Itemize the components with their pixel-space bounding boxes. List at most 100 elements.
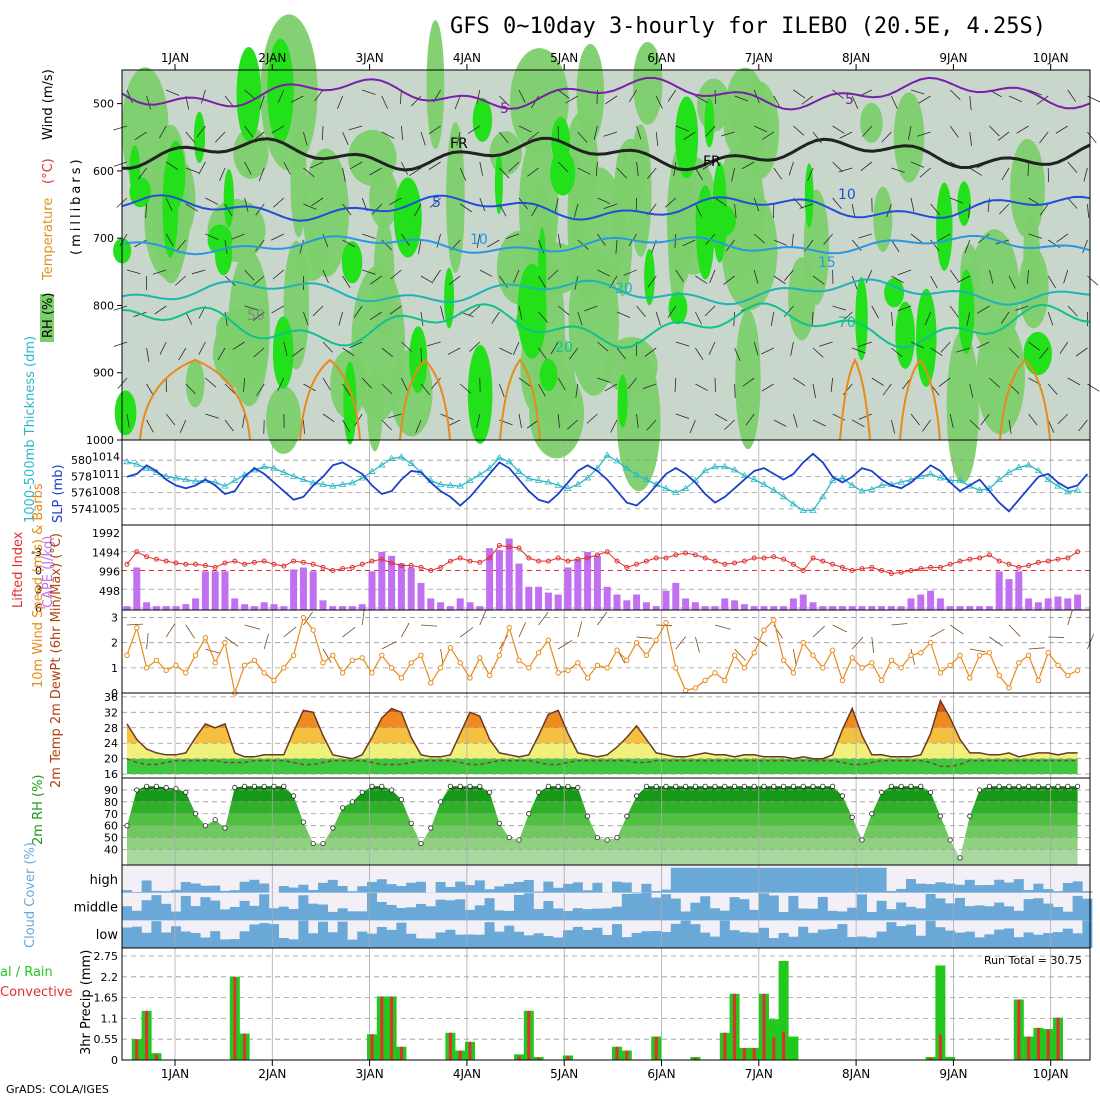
li-point — [643, 558, 649, 564]
wind-barb — [518, 377, 531, 387]
rh-shade-high — [166, 140, 186, 209]
rh-point — [232, 784, 238, 791]
wind-speed-point — [261, 670, 267, 676]
cloud-bar — [915, 908, 926, 921]
wind-barb — [714, 413, 728, 422]
temp-band — [127, 712, 1078, 728]
contour-label: 70 — [838, 315, 856, 331]
cloud-bar — [259, 923, 270, 948]
cape-bar — [613, 594, 621, 610]
thickness-point — [750, 475, 758, 483]
cloud-bar — [974, 937, 985, 948]
wind-barb — [499, 167, 510, 179]
li-tick: -3 — [31, 546, 42, 559]
wind-barb — [146, 419, 154, 433]
rh-point — [888, 783, 895, 789]
cape-bar — [525, 586, 533, 610]
thickness-point — [289, 472, 298, 479]
wind-barb — [255, 239, 265, 252]
wind-speed-point — [976, 652, 983, 658]
rh-point — [771, 783, 777, 789]
wind-barb — [603, 203, 618, 209]
wind-barb — [832, 413, 846, 421]
wind-barb — [616, 311, 631, 318]
rh-tick: 70 — [104, 808, 118, 821]
rh-shade — [632, 41, 663, 125]
cloud-bar — [817, 896, 828, 921]
wind-barb — [299, 239, 304, 254]
cloud-bar — [1053, 891, 1063, 893]
wind-barb — [499, 347, 513, 355]
cape-bar — [721, 598, 729, 610]
wind-barb — [518, 125, 532, 133]
cloud-bar — [896, 902, 907, 921]
cloud-bar — [465, 934, 475, 948]
cloud-bar — [680, 920, 691, 948]
rh-point — [134, 787, 140, 793]
wind-barb — [891, 275, 904, 284]
wind-barb — [146, 347, 150, 362]
surface-barb — [146, 633, 149, 650]
wind-barb — [667, 89, 677, 102]
thickness-point — [975, 486, 984, 493]
cloud-bar — [680, 911, 691, 921]
wind-barb — [937, 233, 951, 242]
wind-barb — [468, 305, 481, 316]
li-point — [692, 552, 698, 558]
cape-bar — [535, 586, 543, 610]
wind-barb — [381, 383, 393, 395]
wind-barb — [832, 125, 845, 134]
wind-barb — [258, 167, 265, 182]
cloud-bar — [906, 879, 916, 893]
cloud-bar — [396, 907, 407, 921]
wind-barb — [113, 161, 128, 167]
thickness-point — [760, 480, 768, 487]
wind-barb — [232, 341, 245, 350]
bottom-date-label: 4JAN — [453, 1067, 481, 1081]
cloud-bar — [749, 909, 760, 921]
rh-point — [163, 784, 169, 791]
wind-barb — [152, 269, 167, 275]
y-tick-label-800: 800 — [93, 299, 114, 312]
rh-point — [1026, 783, 1032, 789]
cloud-bar — [700, 932, 711, 948]
rh-point — [290, 793, 297, 799]
wind-barb — [361, 377, 372, 389]
cloud-bar — [641, 883, 652, 893]
rh-shade-high — [114, 390, 137, 436]
cloud-bar — [347, 911, 358, 921]
wind-barb — [734, 95, 748, 102]
surface-barb — [636, 636, 653, 639]
rh-band — [127, 849, 1078, 865]
wind-barb — [761, 131, 775, 140]
wind-speed-point — [790, 670, 797, 676]
cloud-bar — [1004, 906, 1014, 921]
wind-barb — [175, 275, 187, 286]
cloud-bar — [249, 905, 260, 921]
wind-barb — [1047, 419, 1055, 433]
cloud-bar — [857, 936, 867, 948]
cloud-bar — [484, 922, 495, 948]
cloud-bar — [298, 920, 309, 948]
temp-band — [127, 743, 1078, 759]
li-point — [349, 564, 355, 570]
cape-bar — [476, 606, 484, 610]
cloud-bar — [396, 922, 407, 948]
wind-speed-point — [957, 652, 963, 658]
wind-barb — [773, 95, 781, 109]
wind-barb — [527, 131, 539, 142]
wind-barb — [819, 341, 833, 347]
wind-barb — [989, 269, 994, 284]
wind-barb — [244, 89, 256, 100]
cape-bar — [956, 606, 964, 610]
li-point — [1055, 556, 1061, 562]
wind-speed-point — [359, 655, 365, 661]
li-point — [359, 561, 365, 567]
cape-bar — [633, 594, 641, 610]
cape-bar — [829, 606, 837, 610]
wind-speed-point — [869, 660, 875, 666]
wind-barb — [362, 89, 376, 95]
cloud-bar — [171, 926, 181, 948]
li-point — [173, 560, 179, 566]
cloud-bar — [210, 931, 221, 948]
